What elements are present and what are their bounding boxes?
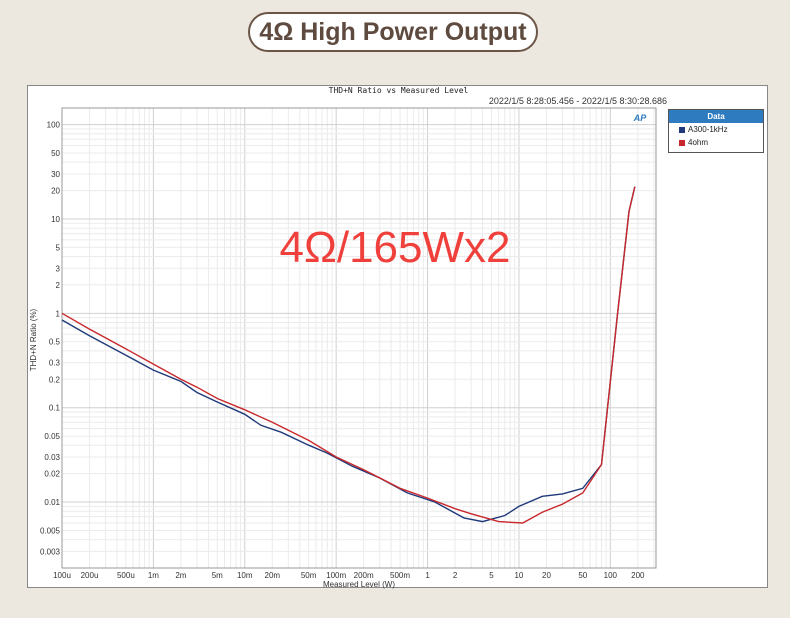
power-annotation: 4Ω/165Wx2 <box>280 223 511 272</box>
x-tick-label: 1m <box>148 571 159 580</box>
y-tick-label: 0.2 <box>49 375 61 384</box>
chart-timestamp: 2022/1/5 8:28:05.456 - 2022/1/5 8:30:28.… <box>488 96 667 106</box>
y-tick-label: 2 <box>56 281 61 290</box>
x-tick-label: 20 <box>542 571 551 580</box>
y-tick-label: 10 <box>51 215 60 224</box>
x-tick-label: 20m <box>265 571 281 580</box>
y-tick-label: 0.01 <box>44 498 60 507</box>
y-tick-label: 0.02 <box>44 470 60 479</box>
y-tick-label: 100 <box>47 121 61 130</box>
legend-swatch <box>679 126 685 133</box>
y-tick-label: 5 <box>56 243 61 252</box>
y-tick-label: 0.1 <box>49 404 61 413</box>
chart-title: THD+N Ratio vs Measured Level <box>328 86 469 95</box>
y-tick-label: 0.003 <box>40 547 61 556</box>
y-tick-label: 20 <box>51 187 60 196</box>
x-tick-label: 1 <box>425 571 430 580</box>
title-banner: 4Ω High Power Output <box>248 12 538 52</box>
x-tick-label: 5m <box>212 571 223 580</box>
x-tick-label: 10m <box>237 571 253 580</box>
x-tick-label: 200 <box>631 571 645 580</box>
x-tick-label: 500u <box>117 571 135 580</box>
legend-swatch <box>679 139 685 146</box>
x-tick-label: 500m <box>390 571 410 580</box>
y-tick-label: 0.5 <box>49 338 61 347</box>
plot-frame <box>61 107 657 569</box>
x-tick-label: 100 <box>604 571 618 580</box>
legend-label: 4ohm <box>688 138 709 147</box>
ap-logo: AP <box>633 113 647 123</box>
legend-label: A300-1kHz <box>688 125 728 134</box>
legend-item: A300-1kHz <box>669 123 763 136</box>
y-tick-label: 0.3 <box>49 359 61 368</box>
y-tick-label: 1 <box>56 309 61 318</box>
legend-item: 4ohm <box>669 136 763 149</box>
x-tick-label: 2 <box>453 571 458 580</box>
x-tick-label: 100m <box>326 571 346 580</box>
y-tick-label: 0.03 <box>44 453 60 462</box>
x-tick-label: 200u <box>81 571 99 580</box>
legend: Data A300-1kHz 4ohm <box>668 109 764 153</box>
x-tick-label: 2m <box>175 571 186 580</box>
y-axis-label: THD+N Ratio (%) <box>29 308 38 371</box>
x-tick-label: 50 <box>578 571 587 580</box>
y-tick-label: 0.05 <box>44 432 60 441</box>
chart-panel: THD+N Ratio vs Measured Level 2022/1/5 8… <box>27 85 768 588</box>
y-tick-label: 30 <box>51 170 60 179</box>
x-axis-label: Measured Level (W) <box>323 580 395 589</box>
x-tick-label: 200m <box>354 571 374 580</box>
y-tick-label: 0.005 <box>40 526 61 535</box>
banner-title: 4Ω High Power Output <box>259 17 527 46</box>
y-tick-label: 50 <box>51 149 60 158</box>
x-tick-label: 5 <box>489 571 494 580</box>
legend-title: Data <box>669 110 763 123</box>
x-tick-label: 50m <box>301 571 317 580</box>
x-tick-label: 100u <box>53 571 71 580</box>
y-tick-label: 3 <box>56 264 61 273</box>
x-tick-label: 10 <box>514 571 523 580</box>
